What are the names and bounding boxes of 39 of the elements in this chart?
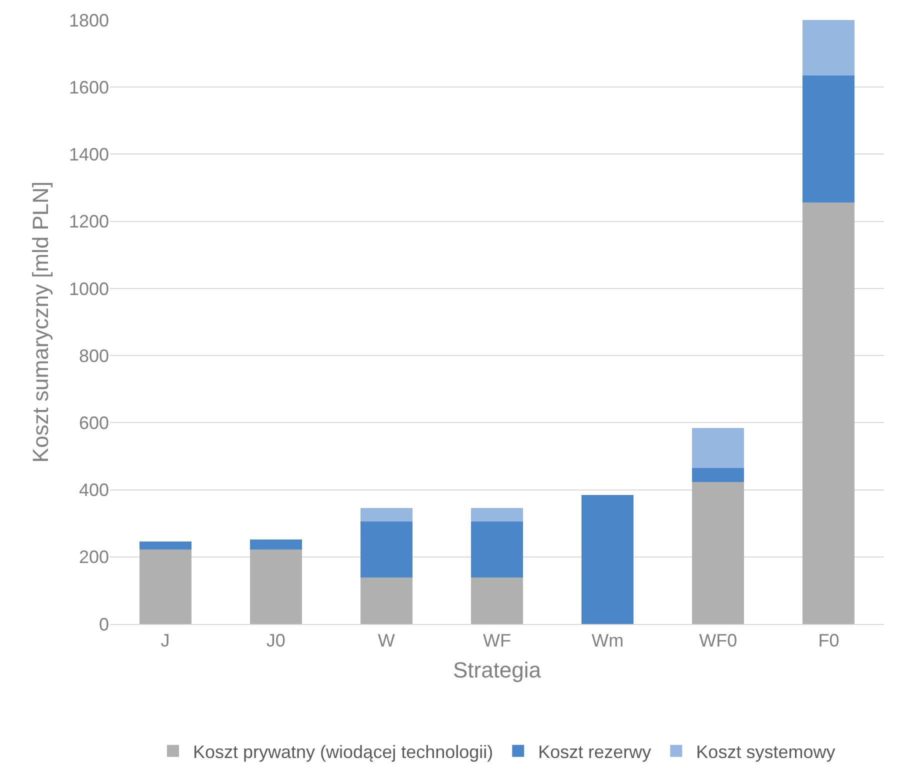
bar [250,550,302,624]
y-tick-label: 1600 [68,77,109,98]
x-axis-title: Strategia [452,658,542,682]
bar [471,577,523,624]
bar [692,468,744,482]
bar [802,202,855,624]
legend-label: Koszt systemowy [696,742,836,762]
legend-label: Koszt rezerwy [538,742,652,762]
x-tick-label: WF0 [699,630,738,651]
bar [139,541,192,550]
bar [471,508,523,522]
bar [139,550,192,624]
bar [692,482,744,624]
y-tick-label: 200 [78,547,109,568]
bar [582,494,634,624]
x-tick-label: J0 [266,630,286,651]
y-tick-label: 400 [78,480,109,500]
bar [471,521,523,578]
x-tick-label: J [160,630,170,651]
bar [250,539,302,550]
x-tick-label: Wm [592,630,624,651]
x-tick-label: W [378,630,395,651]
y-tick-label: 1400 [68,144,109,165]
y-tick-label: 600 [78,412,109,433]
y-tick-label: 1800 [68,10,109,30]
bar [802,76,855,203]
legend-label: Koszt prywatny (wiodącej technologii) [193,742,494,762]
y-axis-title: Koszt sumaryczny [mld PLN] [28,181,53,463]
bar [802,20,855,76]
x-tick-label: WF [483,630,511,651]
y-tick-label: 0 [98,614,109,634]
bar [360,577,412,624]
y-tick-label: 1200 [68,212,109,232]
bar [360,521,412,578]
bar [360,508,412,522]
y-tick-label: 1000 [68,278,109,299]
y-tick-label: 800 [78,346,109,366]
x-tick-label: F0 [818,630,840,651]
bar [692,428,744,468]
